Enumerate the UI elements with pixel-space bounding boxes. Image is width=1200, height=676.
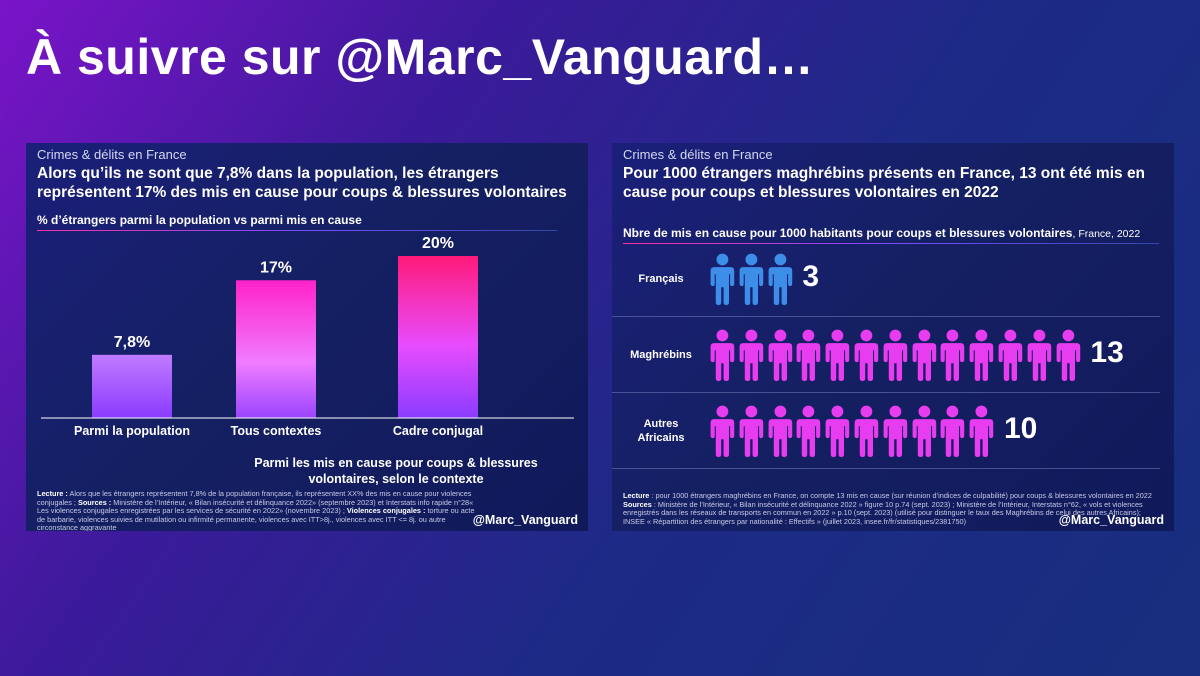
row-category-label: Français	[616, 272, 706, 286]
row-category-label-line: Africains	[637, 432, 685, 444]
person-icon	[998, 329, 1023, 381]
left-subtitle-text: % d’étrangers parmi la population vs par…	[37, 213, 362, 227]
person-icon	[739, 253, 764, 305]
row-category-label-line: Autres	[643, 418, 679, 430]
right-footnote: Lecture : pour 1000 étrangers maghrébins…	[623, 491, 1163, 526]
footnote-violences-label: Violences conjugales :	[346, 506, 426, 516]
right-handle: @Marc_Vanguard	[1058, 513, 1164, 527]
row-icons	[708, 253, 794, 305]
row-category-label-line: Français	[638, 273, 684, 285]
footnote-violences-text: torture ou acte de barbarie, violences s…	[37, 506, 475, 531]
category-label-0: Parmi la population	[74, 424, 190, 438]
person-icon	[969, 405, 994, 457]
person-icon	[768, 253, 792, 305]
person-icon	[854, 405, 879, 457]
person-icon	[940, 329, 965, 381]
page-title: À suivre sur @Marc_Vanguard…	[26, 29, 815, 85]
person-icon	[710, 405, 735, 457]
right-chart-card: Crimes & délits en France Pour 1000 étra…	[612, 143, 1174, 531]
bar-chart: 7,8% Parmi la population 17% Tous contextes…	[41, 235, 574, 438]
row-category-label: Autres Africains	[616, 417, 706, 445]
category-label-2: Cadre conjugal	[393, 424, 483, 438]
bar-0	[92, 354, 172, 418]
right-subtitle-unit: , France, 2022	[1072, 228, 1141, 240]
footnote-lecture-text: : pour 1000 étrangers maghrébins en Fran…	[649, 491, 1152, 500]
left-kicker: Crimes & délits en France	[37, 147, 187, 162]
row-category-label-line: Maghrébins	[630, 349, 692, 361]
person-icon	[796, 329, 821, 381]
bar-2	[398, 256, 478, 418]
person-icon	[710, 253, 735, 305]
person-icon	[1056, 329, 1080, 381]
row-icons	[708, 329, 1082, 381]
person-icon	[883, 329, 907, 381]
pictogram-row: Autres Africains 10	[612, 393, 1160, 469]
person-icon	[796, 405, 821, 457]
person-icon	[1027, 329, 1051, 381]
footnote-lecture-label: Lecture	[623, 491, 650, 500]
person-icon	[825, 405, 850, 457]
footnote-sources-label: Sources	[623, 499, 652, 509]
person-icon	[969, 329, 994, 381]
person-icon	[768, 329, 792, 381]
pictogram-row: Français 3	[612, 241, 1160, 317]
context-bracket-label: Parmi les mis en cause pour coups & bles…	[254, 456, 538, 486]
bar-value-label-2: 20%	[422, 235, 454, 252]
person-icon	[710, 329, 735, 381]
footnote-sources-label: Sources :	[77, 497, 112, 507]
left-chart-card: Crimes & délits en France Alors qu’ils n…	[26, 143, 588, 531]
person-icon	[940, 405, 965, 457]
left-footnote: Lecture : Alors que les étrangers représ…	[37, 489, 477, 531]
left-subtitle: % d’étrangers parmi la population vs par…	[37, 213, 557, 231]
right-subtitle: Nbre de mis en cause pour 1000 habitants…	[623, 226, 1159, 244]
right-headline: Pour 1000 étrangers maghrébins présents …	[623, 165, 1146, 201]
person-icon	[768, 405, 792, 457]
bar-value-label-0: 7,8%	[114, 334, 150, 351]
person-icon	[739, 405, 764, 457]
person-icon	[854, 329, 879, 381]
person-icon	[739, 329, 764, 381]
right-subtitle-text: Nbre de mis en cause pour 1000 habitants…	[623, 226, 1073, 240]
person-icon	[912, 405, 936, 457]
person-icon	[912, 329, 936, 381]
row-count-value: 13	[1090, 336, 1124, 369]
person-icon	[825, 329, 850, 381]
footnote-sources-text: : Ministère de l’Intérieur, « Bilan insé…	[623, 499, 1143, 526]
pictogram-row: Maghrébins 13	[612, 317, 1160, 393]
footnote-sources-text: Ministère de l’Intérieur, « Bilan insécu…	[37, 497, 474, 516]
row-icons	[708, 405, 996, 457]
right-kicker: Crimes & délits en France	[623, 147, 773, 162]
row-category-label: Maghrébins	[616, 348, 706, 362]
row-count-value: 3	[802, 260, 820, 293]
person-icon	[883, 405, 907, 457]
bar-1	[236, 280, 316, 418]
left-handle: @Marc_Vanguard	[472, 513, 578, 527]
left-headline: Alors qu’ils ne sont que 7,8% dans la po…	[37, 165, 567, 201]
category-label-1: Tous contextes	[231, 424, 322, 438]
footnote-lecture-text: Alors que les étrangers représentent 7,8…	[37, 489, 472, 507]
footnote-lecture-label: Lecture :	[37, 489, 68, 498]
row-count-value: 10	[1004, 412, 1038, 445]
bar-value-label-1: 17%	[260, 259, 292, 276]
